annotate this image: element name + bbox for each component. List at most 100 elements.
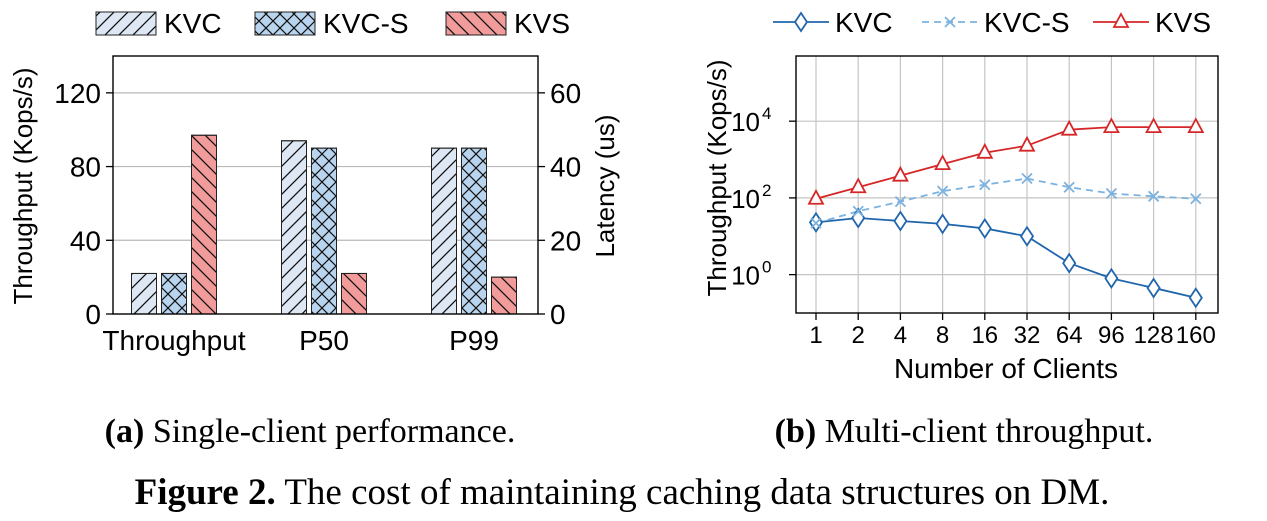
series-line-kvc [815, 217, 1197, 299]
legend-label-kvc-s: KVC-S [323, 8, 409, 39]
plot-frame-b [795, 55, 1219, 314]
point-kvc-s [852, 205, 864, 217]
legend-b: KVC KVC-S KVS [773, 7, 1211, 38]
point-kvc [1062, 252, 1077, 274]
tick-label-right: 60 [550, 78, 581, 109]
tick-base: 10 [731, 107, 760, 137]
point-kvc [977, 217, 992, 240]
point-kvc-s [1021, 172, 1033, 185]
legend-marker-kvs [1112, 12, 1130, 28]
right-axis-label: Latency (us) [590, 114, 620, 257]
tick-label-x: 160 [1176, 322, 1216, 349]
legend-label-kvs: KVS [514, 8, 570, 39]
tick-label-left: 80 [70, 152, 101, 183]
tick-base: 10 [731, 261, 760, 291]
subcaption-b-text: Multi-client throughput. [825, 413, 1154, 450]
subcaption-a-label: (a) [105, 413, 145, 450]
tick-label-left: 0 [85, 299, 101, 330]
point-kvs [807, 188, 825, 205]
category-label: P99 [449, 325, 499, 356]
subcaption-a-text: Single-client performance. [153, 413, 516, 450]
series-markers-b [807, 117, 1205, 309]
point-kvc-s [1063, 181, 1075, 193]
tick-label-log: 10 [731, 107, 760, 137]
legend-a: KVC KVC-S KVS [95, 8, 570, 39]
tick-label-log: 10 [731, 184, 760, 214]
category-label: Throughput [102, 325, 245, 356]
tick-label-log: 10 [731, 261, 760, 291]
bar-hatch [161, 272, 187, 315]
bar-hatch [281, 140, 307, 315]
point-kvs [934, 154, 952, 171]
point-kvc-s [894, 195, 907, 208]
point-kvc [893, 210, 908, 232]
point-kvc-s [810, 217, 822, 229]
right-axis-ticks: 0 20 40 60 [538, 78, 581, 330]
bar-hatch [461, 147, 487, 315]
bar-hatch [311, 147, 337, 315]
tick-label-left: 120 [54, 78, 101, 109]
tick-exponent: 0 [762, 258, 771, 277]
point-kvc-s [936, 185, 949, 197]
legend-label-kvc: KVC [835, 7, 893, 38]
tick-label-x: 2 [852, 322, 865, 349]
tick-label-right: 20 [550, 225, 581, 256]
tick-label-right: 0 [550, 299, 566, 330]
tick-label-x: 128 [1134, 322, 1174, 349]
tick-label-right: 40 [550, 152, 581, 183]
point-kvc [1019, 225, 1035, 247]
legend-swatch-hatch [254, 11, 316, 36]
legend-label-kvc: KVC [164, 8, 222, 39]
point-kvc-s [979, 179, 991, 191]
figure-caption-text: The cost of maintaining caching data str… [284, 472, 1109, 513]
tick-label-x: 16 [971, 322, 998, 349]
tick-label-x: 4 [894, 322, 907, 349]
left-axis-ticks: 0 40 80 120 [54, 78, 113, 330]
category-labels: Throughput P50 P99 [102, 325, 499, 356]
bar-hatch [191, 134, 217, 315]
point-kvc-s [1190, 193, 1202, 205]
point-kvs [849, 177, 867, 194]
point-kvs [891, 165, 909, 182]
legend-swatch-hatch [445, 11, 507, 36]
subcaption-b-label: (b) [775, 413, 817, 450]
bar-hatch [431, 147, 457, 315]
subcaption-b: (b) Multi-client throughput. [775, 413, 1154, 450]
point-kvc-s [1147, 190, 1160, 202]
category-label: P50 [299, 325, 349, 356]
tick-exponent: 2 [762, 181, 771, 200]
tick-label-left: 40 [70, 225, 101, 256]
y-axis-label-b: Throughput (Kops/s) [702, 59, 732, 296]
point-kvc-s [1105, 187, 1118, 200]
point-kvc [1104, 267, 1119, 289]
tick-label-x: 64 [1056, 322, 1083, 349]
point-kvc [1146, 277, 1161, 299]
x-axis-label-b: Number of Clients [894, 353, 1118, 384]
legend-label-kvs: KVS [1155, 7, 1211, 38]
point-kvs [1145, 117, 1163, 134]
figure-caption: Figure 2. The cost of maintaining cachin… [135, 472, 1110, 513]
tick-base: 10 [731, 184, 760, 214]
point-kvc [1188, 287, 1203, 309]
subcaption-a: (a) Single-client performance. [105, 413, 516, 450]
bar-chart-single-client: 0 40 80 120 0 20 40 60 Throughput P50 P99 Throug… [8, 8, 620, 450]
point-kvs [1060, 119, 1078, 136]
bar-hatch [341, 272, 367, 315]
point-kvc [935, 213, 950, 235]
point-kvs [1187, 117, 1205, 134]
bar-hatch [131, 272, 157, 315]
bars-a [131, 134, 517, 315]
point-kvs [1102, 117, 1120, 134]
tick-label-x: 32 [1014, 322, 1041, 349]
tick-label-x: 1 [809, 322, 822, 349]
series-line-kvs [815, 126, 1196, 200]
legend-swatch-hatch [95, 11, 157, 36]
point-kvs [976, 142, 994, 159]
plot-frame-a [112, 55, 539, 315]
client-count-labels: 1 2 4 8 16 32 64 96 128 160 [809, 313, 1216, 349]
series-line-kvc-s [815, 177, 1196, 225]
legend-marker-kvc-s [944, 16, 956, 28]
